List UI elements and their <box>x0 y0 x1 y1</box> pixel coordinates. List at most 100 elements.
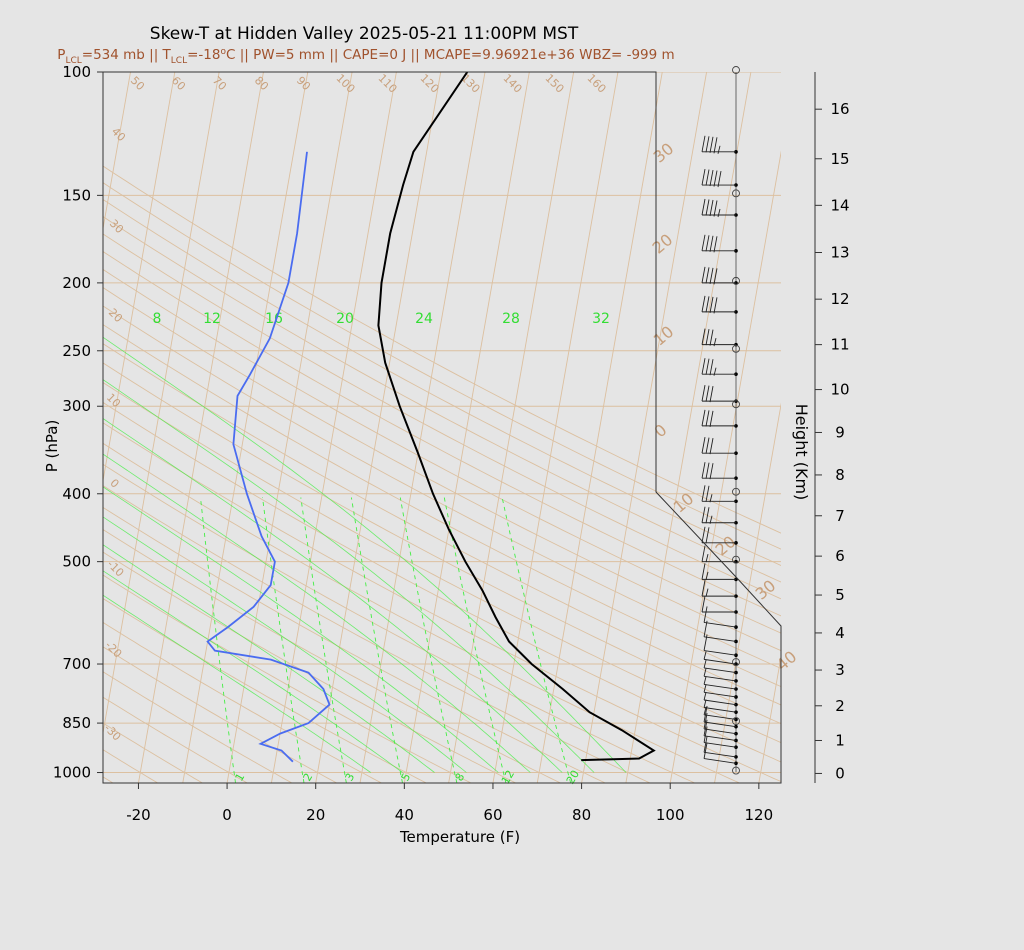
mixing-ratio-line <box>399 497 458 783</box>
dry-adiabat-line <box>103 401 781 763</box>
y-tick-label: 400 <box>62 485 91 503</box>
wind-barb-feather <box>709 410 714 427</box>
moist-adiabat-line <box>103 570 403 773</box>
wind-barb-feather <box>703 736 708 753</box>
wind-barb-staff <box>703 699 737 706</box>
y-tick-label: 1000 <box>53 764 91 782</box>
isotherm-line <box>936 72 1024 783</box>
wind-barb-staff <box>703 751 737 758</box>
dry-adiabat-line <box>103 598 427 783</box>
dewpoint-profile <box>206 151 331 763</box>
wind-barb-staff <box>703 658 737 665</box>
mixing-ratio-label: 12 <box>499 768 517 787</box>
wind-barb-staff <box>703 667 737 674</box>
isotherm-line <box>803 72 928 783</box>
isotherm-line <box>625 72 752 783</box>
wind-barb-feather <box>709 463 714 480</box>
temperature-profile <box>377 72 656 762</box>
y-tick-label: 200 <box>62 274 91 292</box>
chart-subtitle: PLCL=534 mb || TLCL=-18oC || PW=5 mm || … <box>57 47 674 66</box>
wind-barb-feather <box>703 705 708 723</box>
wind-barb-feather <box>701 485 706 502</box>
dry-adiabat-line <box>103 422 781 783</box>
wind-barb-feather <box>701 168 706 186</box>
wind-barb-half-feather <box>713 367 717 376</box>
wind-barb-feather <box>703 742 708 759</box>
wind-barb-feather <box>705 235 710 252</box>
height-tick-label: 11 <box>830 336 849 354</box>
moist-adiabat-line <box>103 453 531 773</box>
wind-barb-feather <box>705 385 710 402</box>
wind-barb-half-feather <box>717 208 721 218</box>
dry-adiabat-line <box>103 268 781 634</box>
wind-barb-feather <box>713 297 718 314</box>
plcl-value: =534 mb || T <box>82 47 172 63</box>
wind-barb-half-feather <box>705 588 709 597</box>
dry-adiabat-line <box>103 529 561 783</box>
y-tick-label: 250 <box>62 342 91 360</box>
dry-adiabat-line <box>103 165 781 534</box>
mixing-ratio-line <box>300 497 347 783</box>
x-tick-label: 40 <box>395 806 414 824</box>
wind-ring <box>732 717 740 726</box>
wind-barb-feather <box>701 358 706 375</box>
wind-barb-feather <box>709 438 714 455</box>
x-tick-label: 80 <box>572 806 591 824</box>
wind-barb-feather <box>705 410 710 427</box>
height-tick-label: 2 <box>835 697 845 715</box>
isotherm-line <box>847 72 972 783</box>
dry-adiabat-line <box>103 671 293 783</box>
moist-adiabat-line <box>103 516 467 773</box>
wind-barb-feather <box>709 169 714 187</box>
height-tick-label: 7 <box>835 507 845 525</box>
dry-adiabat-line <box>103 287 781 652</box>
wind-barb-feather <box>705 358 710 375</box>
wind-barb-staff <box>703 622 737 628</box>
plcl-sub: LCL <box>65 56 81 66</box>
tlcl-deg: o <box>220 47 226 57</box>
wind-barb-feather <box>701 198 706 216</box>
dry-adiabat-line <box>103 216 781 583</box>
isotherm-line <box>758 654 781 783</box>
moist-adiabat-line <box>103 544 435 773</box>
dry-adiabat-line <box>103 551 516 783</box>
height-axis-label: Height (Km) <box>792 404 811 501</box>
wind-barb-half-feather <box>703 676 707 685</box>
wind-barb-feather <box>705 169 710 186</box>
dry-adiabat-line <box>103 621 382 783</box>
wind-barb-feather <box>701 234 706 251</box>
wind-barb-feather <box>709 386 714 403</box>
dry-adiabat-line <box>103 696 248 783</box>
wind-barb-feather <box>709 235 714 252</box>
mixing-ratio-line <box>200 497 236 783</box>
wind-barb-feather <box>701 506 706 523</box>
height-tick-label: 0 <box>835 764 845 782</box>
plcl-label: P <box>57 47 65 63</box>
wind-ring <box>732 400 740 409</box>
y-tick-label: 150 <box>62 186 91 204</box>
isotherm-line <box>980 72 1024 783</box>
dry-adiabat-line <box>103 198 781 566</box>
x-tick-label: 120 <box>745 806 774 824</box>
wind-barb-feather <box>709 359 714 376</box>
isotherm-line <box>403 72 530 783</box>
x-tick-label: 60 <box>483 806 502 824</box>
height-tick-label: 5 <box>835 586 845 604</box>
wind-barb-feather <box>709 329 714 346</box>
wind-barb-feather <box>701 385 706 402</box>
y-tick-label: 300 <box>62 397 91 415</box>
wind-barb-feather <box>705 527 710 544</box>
y-tick-label: 850 <box>62 714 91 732</box>
height-tick-label: 1 <box>835 731 845 749</box>
tlcl-value: =-18 <box>187 47 220 63</box>
dry-adiabat-line <box>103 382 781 744</box>
wind-barb-feather <box>713 236 718 253</box>
wind-barb-feather <box>709 267 714 284</box>
height-tick-label: 15 <box>830 150 849 168</box>
dry-adiabat-line <box>103 442 740 783</box>
height-tick-label: 9 <box>835 423 845 441</box>
moist-adiabat-line <box>103 594 371 773</box>
wind-barb-half-feather <box>703 684 707 693</box>
wind-barb-feather <box>705 485 710 502</box>
